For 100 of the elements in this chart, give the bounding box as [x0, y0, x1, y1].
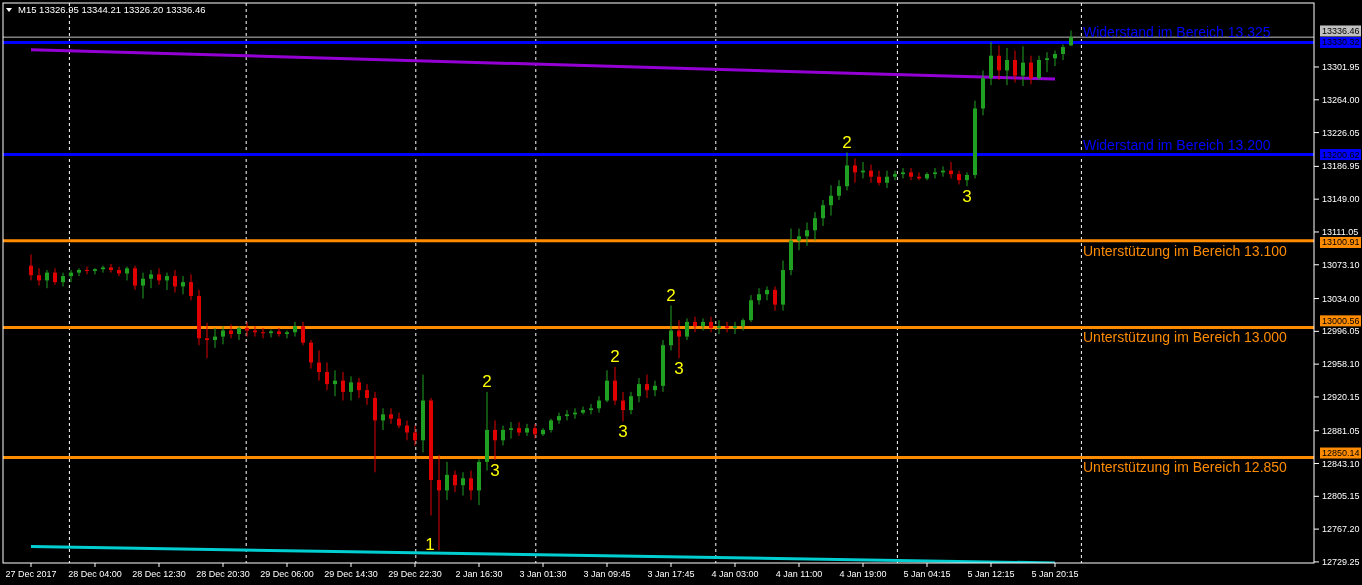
- candlestick: [813, 211, 817, 242]
- y-tick-label: 12843.10: [1322, 458, 1360, 469]
- candlestick: [309, 339, 313, 370]
- candlestick: [29, 253, 33, 281]
- candlestick: [285, 330, 289, 339]
- candlestick: [45, 269, 49, 289]
- candlestick: [557, 412, 561, 425]
- candlestick: [677, 319, 681, 359]
- candlestick: [125, 266, 129, 281]
- candlestick: [461, 471, 465, 497]
- candlestick: [613, 366, 617, 406]
- candlestick: [141, 272, 145, 300]
- candlestick: [797, 228, 801, 251]
- candlestick: [1005, 47, 1009, 86]
- candlestick: [165, 272, 169, 291]
- candlestick: [437, 454, 441, 551]
- x-tick-label: 5 Jan 12:15: [967, 569, 1015, 579]
- y-tick-label: 12767.20: [1322, 524, 1360, 535]
- x-tick-label: 29 Dec 06:00: [260, 569, 314, 579]
- y-tick-label: 12729.25: [1322, 556, 1360, 567]
- y-tick-label: 13186.95: [1322, 161, 1360, 172]
- y-tick-label: 13034.00: [1322, 293, 1360, 304]
- annotation: 3: [674, 358, 684, 378]
- candlestick: [301, 321, 305, 346]
- candlestick: [245, 321, 249, 338]
- candlestick: [637, 377, 641, 403]
- candlestick: [77, 267, 81, 277]
- candlestick: [701, 317, 705, 332]
- candlestick: [509, 421, 513, 440]
- candlestick: [773, 285, 777, 312]
- candlestick: [741, 317, 745, 332]
- candlestick: [829, 184, 833, 217]
- candlestick: [541, 427, 545, 437]
- candlestick: [365, 383, 369, 406]
- candlestick: [957, 170, 961, 185]
- x-tick-label: 4 Jan 11:00: [775, 569, 823, 579]
- x-tick-label: 3 Jan 01:30: [519, 569, 567, 579]
- candlestick: [389, 407, 393, 425]
- candlestick: [61, 272, 65, 287]
- x-tick-label: 2 Jan 16:30: [455, 569, 503, 579]
- candlestick: [909, 167, 913, 181]
- x-tick-label: 29 Dec 22:30: [388, 569, 442, 579]
- candlestick: [869, 164, 873, 184]
- candlestick: [237, 325, 241, 341]
- candlestick: [173, 269, 177, 294]
- candlestick: [261, 327, 265, 339]
- candlestick: [621, 391, 625, 422]
- y-tick-label: 13073.10: [1322, 259, 1360, 270]
- candlestick: [525, 423, 529, 437]
- candlestick: [1061, 43, 1065, 61]
- candlestick: [709, 316, 713, 333]
- y-tick-label: 12958.10: [1322, 359, 1360, 370]
- y-tick-label: 12805.15: [1322, 491, 1360, 502]
- candlestick: [493, 419, 497, 461]
- candlestick: [37, 267, 41, 287]
- candlestick: [1013, 50, 1017, 84]
- candlestick: [1069, 29, 1073, 47]
- candlestick: [293, 321, 297, 338]
- x-tick-label: 3 Jan 17:45: [647, 569, 695, 579]
- annotation: 2: [482, 372, 492, 392]
- annotation: Unterstützung im Bereich 12.850: [1083, 459, 1288, 476]
- candlestick: [373, 391, 377, 473]
- candlestick: [101, 265, 105, 274]
- x-tick-label: 29 Dec 14:30: [324, 569, 378, 579]
- x-tick-label: 5 Jan 20:15: [1031, 569, 1079, 579]
- candlestick: [469, 470, 473, 501]
- x-tick-label: 3 Jan 09:45: [583, 569, 631, 579]
- y-tick-label: 13301.95: [1322, 61, 1360, 72]
- candlestick: [205, 322, 209, 359]
- candlestick: [997, 44, 1001, 81]
- candlestick: [669, 304, 673, 351]
- candlestick: [821, 199, 825, 227]
- y-tick-label: 13111.05: [1322, 226, 1359, 237]
- y-tick-label: 13149.00: [1322, 194, 1360, 205]
- candlestick: [845, 152, 849, 192]
- candlestick: [269, 329, 273, 338]
- y-tick-label: 13264.00: [1322, 94, 1360, 105]
- candlestick: [893, 170, 897, 181]
- candlestick: [533, 423, 537, 440]
- candlestick: [1053, 50, 1057, 67]
- candlestick: [109, 263, 113, 274]
- candlestick: [405, 419, 409, 441]
- candlestick: [685, 317, 689, 341]
- annotation: Widerstand im Bereich 13.325: [1083, 24, 1271, 41]
- candlestick: [341, 371, 345, 402]
- candlestick: [381, 407, 385, 431]
- x-tick-label: 28 Dec 20:30: [196, 569, 250, 579]
- y-tick-label: 12881.05: [1322, 425, 1360, 436]
- candlestick: [53, 267, 57, 286]
- candlestick: [157, 267, 161, 286]
- annotation: 2: [610, 347, 620, 367]
- candlestick: [397, 412, 401, 429]
- annotation: 3: [618, 421, 628, 441]
- candlestick: [357, 377, 361, 399]
- candlestick: [445, 461, 449, 501]
- candlestick: [1029, 55, 1033, 85]
- candlestick: [885, 170, 889, 189]
- annotation: Unterstützung im Bereich 13.100: [1083, 242, 1288, 259]
- annotation: Unterstützung im Bereich 13.000: [1083, 329, 1288, 346]
- candlestick: [453, 470, 457, 493]
